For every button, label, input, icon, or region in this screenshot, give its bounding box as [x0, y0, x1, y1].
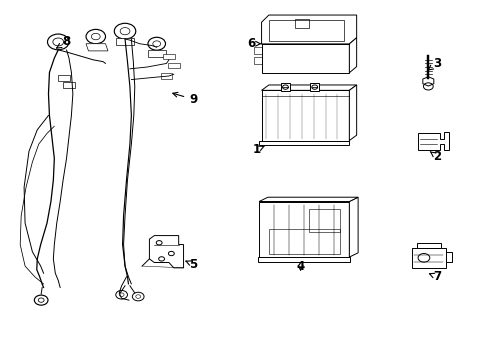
Bar — [254, 57, 261, 64]
Text: 9: 9 — [172, 93, 197, 106]
Bar — [167, 63, 179, 68]
Bar — [259, 202, 348, 257]
Polygon shape — [348, 197, 357, 257]
Bar — [254, 46, 261, 54]
Text: 7: 7 — [428, 270, 440, 283]
Text: 8: 8 — [57, 35, 70, 49]
Bar — [259, 140, 348, 145]
Text: 4: 4 — [296, 260, 304, 273]
Bar — [148, 50, 165, 57]
Text: 5: 5 — [185, 258, 197, 271]
Polygon shape — [417, 132, 448, 149]
Bar — [160, 73, 172, 78]
Polygon shape — [259, 197, 357, 202]
Bar — [58, 75, 70, 81]
Bar — [268, 229, 339, 254]
Text: 2: 2 — [429, 150, 440, 163]
Polygon shape — [261, 15, 356, 44]
Polygon shape — [149, 235, 183, 268]
Bar — [308, 209, 340, 232]
Polygon shape — [348, 38, 356, 73]
Bar — [281, 83, 289, 91]
Polygon shape — [86, 44, 108, 51]
Bar — [310, 83, 319, 91]
Bar — [116, 39, 134, 45]
Text: 6: 6 — [247, 37, 261, 50]
Bar — [268, 21, 344, 41]
Bar — [445, 252, 451, 262]
Bar — [261, 90, 348, 140]
Text: 1: 1 — [252, 143, 264, 156]
Text: 3: 3 — [427, 57, 440, 70]
Bar — [416, 243, 440, 248]
Bar — [294, 19, 309, 28]
Polygon shape — [261, 44, 348, 73]
Bar — [258, 257, 349, 262]
FancyBboxPatch shape — [411, 248, 445, 268]
Bar — [63, 82, 75, 88]
Polygon shape — [261, 85, 356, 90]
Bar — [163, 54, 174, 59]
Polygon shape — [348, 85, 356, 140]
